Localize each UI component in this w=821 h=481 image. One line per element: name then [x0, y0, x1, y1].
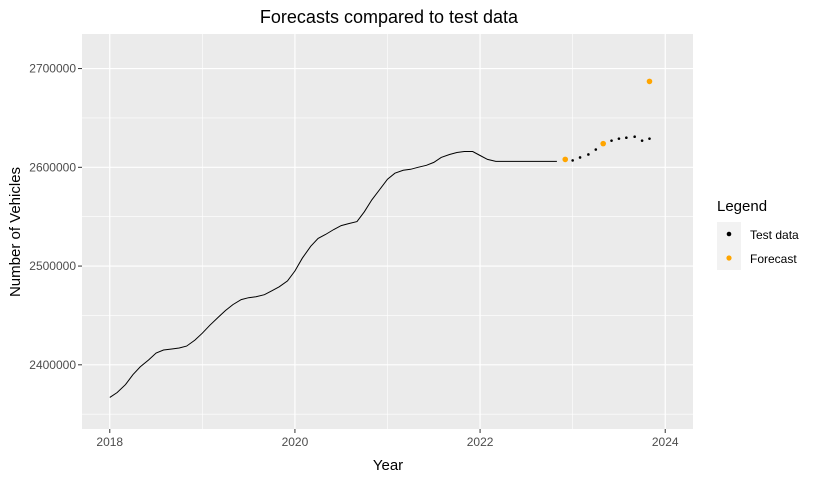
legend-title: Legend [717, 198, 767, 215]
test-data-point [633, 135, 636, 138]
forecast-point [562, 156, 569, 163]
chart-title: Forecasts compared to test data [260, 7, 519, 27]
x-axis-ticks: 2018 2020 2022 2024 [96, 429, 679, 449]
legend-key-forecast [726, 255, 732, 261]
test-data-point [610, 139, 613, 142]
series-layer [109, 78, 653, 398]
test-data-point [578, 156, 582, 159]
x-tick-label: 2020 [282, 435, 309, 449]
y-tick-label: 2400000 [29, 358, 76, 372]
legend-label-test-data: Test data [750, 228, 799, 242]
test-data-point [625, 136, 628, 139]
x-tick-label: 2022 [467, 435, 494, 449]
test-data-point [587, 153, 590, 156]
training-data-line [109, 151, 557, 398]
y-axis-ticks: 2400000 2500000 2600000 2700000 [29, 62, 82, 372]
test-data-point [640, 139, 644, 142]
y-tick-label: 2500000 [29, 259, 76, 273]
test-data-point [648, 137, 651, 140]
x-tick-label: 2018 [96, 435, 123, 449]
test-data-point [594, 148, 598, 151]
x-axis-title: Year [373, 457, 403, 474]
forecast-point [646, 78, 653, 85]
grid-lines [82, 34, 693, 429]
legend: Legend Test data Forecast [717, 198, 799, 270]
test-data-point [617, 137, 621, 140]
y-tick-label: 2700000 [29, 62, 76, 76]
legend-key-test-data [726, 231, 732, 237]
y-axis-title: Number of Vehicles [7, 167, 24, 297]
test-data-point [571, 159, 574, 162]
x-tick-label: 2024 [652, 435, 679, 449]
legend-label-forecast: Forecast [750, 252, 797, 266]
forecast-point [600, 140, 607, 147]
y-tick-label: 2600000 [29, 160, 76, 174]
